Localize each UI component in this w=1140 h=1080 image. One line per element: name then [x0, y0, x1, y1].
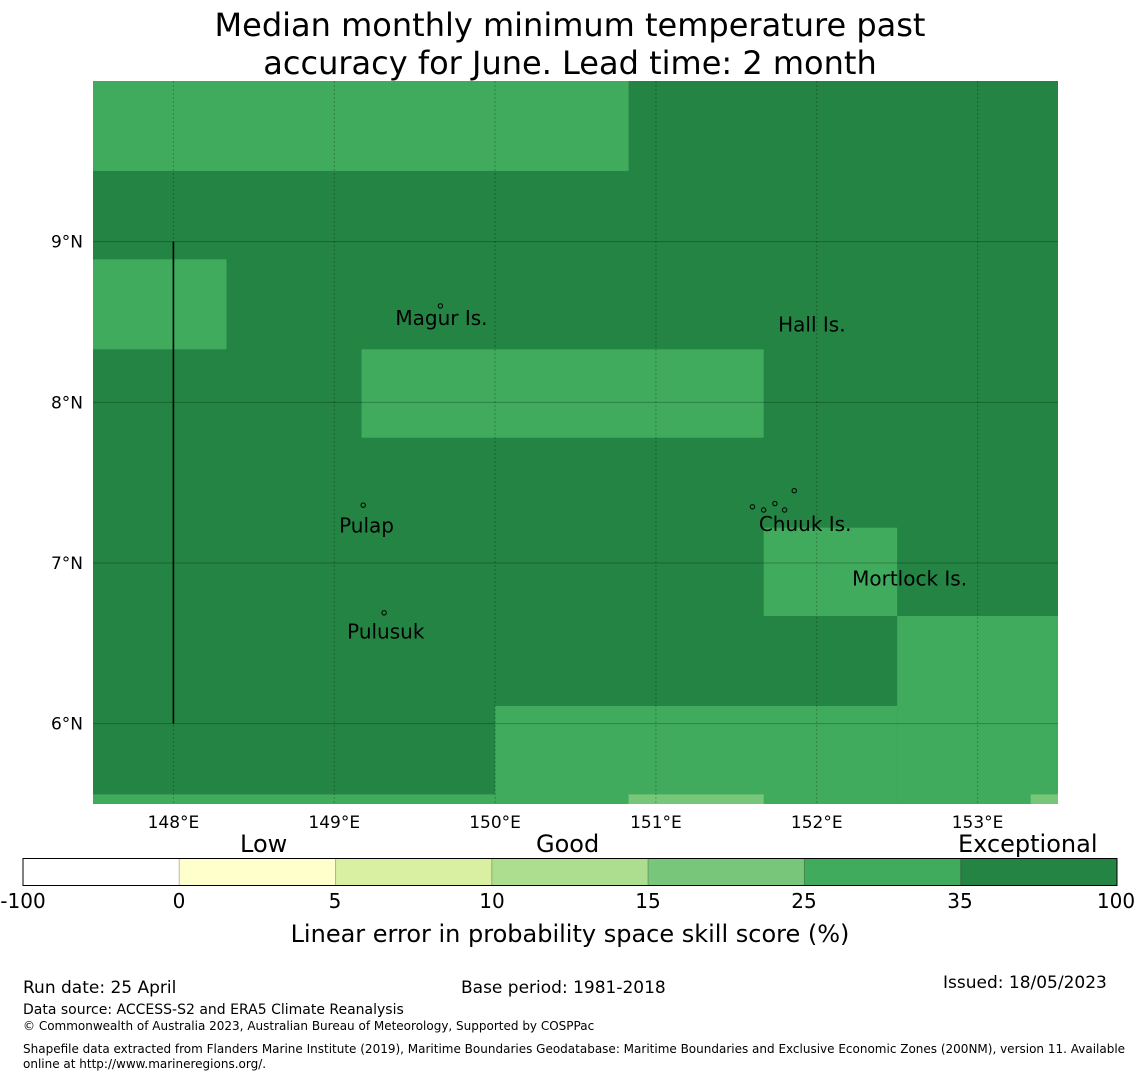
place-label: Pulap — [339, 513, 394, 537]
colorbar-axis-label: Linear error in probability space skill … — [290, 920, 850, 948]
longitude-tick-label: 153°E — [952, 813, 1004, 833]
island-outline — [437, 303, 444, 309]
map-title-line-2: accuracy for June. Lead time: 2 month — [263, 44, 877, 82]
latitude-tick-label: 6°N — [51, 715, 83, 735]
skill-cell — [763, 527, 898, 617]
skill-cell — [93, 81, 629, 171]
colorbar-tick-label: 35 — [947, 889, 973, 913]
island-outline — [749, 504, 756, 510]
colorbar-category-exceptional: Exceptional — [958, 830, 1098, 858]
colorbar-category-good: Good — [536, 830, 600, 858]
skill-cell — [1030, 794, 1058, 804]
skill-cell — [93, 259, 227, 350]
place-label: Chuuk Is. — [759, 512, 852, 536]
map-title-line-1: Median monthly minimum temperature past — [214, 6, 926, 44]
skill-cell — [495, 705, 898, 804]
issued-date: Issued: 18/05/2023 — [943, 973, 1107, 993]
colorbar-swatch — [335, 858, 493, 886]
base-period: Base period: 1981-2018 — [461, 978, 666, 998]
copyright: © Commonwealth of Australia 2023, Austra… — [23, 1019, 595, 1033]
colorbar-category-low: Low — [240, 830, 288, 858]
colorbar-swatch — [647, 858, 805, 886]
latitude-tick-label: 7°N — [51, 554, 83, 574]
skill-cell — [897, 616, 1058, 804]
colorbar-swatch — [22, 858, 180, 886]
colorbar-tick-label: 25 — [791, 889, 817, 913]
skill-cell — [93, 794, 496, 804]
run-date: Run date: 25 April — [23, 978, 177, 998]
skill-cell — [628, 794, 764, 804]
longitude-tick-label: 149°E — [308, 813, 360, 833]
colorbar-tick-label: 5 — [328, 889, 342, 913]
place-label: Pulusuk — [347, 620, 425, 644]
colorbar — [22, 858, 1118, 886]
island-outline — [360, 502, 366, 508]
shapefile-credit-line-1: Shapefile data extracted from Flanders M… — [23, 1042, 1126, 1056]
island-outline — [781, 507, 788, 513]
longitude-tick-label: 152°E — [791, 813, 843, 833]
longitude-tick-label: 148°E — [148, 813, 200, 833]
data-source: Data source: ACCESS-S2 and ERA5 Climate … — [23, 1002, 404, 1018]
colorbar-tick-label: 15 — [635, 889, 661, 913]
colorbar-swatch — [178, 858, 337, 886]
colorbar-outline — [22, 858, 1118, 886]
longitude-tick-label: 151°E — [630, 813, 682, 833]
colorbar-swatch — [803, 858, 962, 886]
skill-cell — [361, 349, 764, 438]
latitude-tick-label: 8°N — [51, 393, 83, 413]
island-outline — [760, 507, 767, 513]
colorbar-tick-label: -100 — [0, 889, 46, 913]
shapefile-credit-line-2: online at http://www.marineregions.org/. — [23, 1057, 267, 1071]
place-label: Hall Is. — [778, 313, 845, 337]
colorbar-tick-label: 10 — [479, 889, 505, 913]
colorbar-tick-label: 0 — [172, 889, 186, 913]
map-title: Median monthly minimum temperature past … — [0, 6, 1140, 82]
colorbar-tick-label: 100 — [1096, 889, 1136, 913]
latitude-tick-label: 9°N — [51, 233, 83, 253]
place-label: Mortlock Is. — [852, 566, 967, 590]
colorbar-swatch — [960, 858, 1118, 886]
colorbar-swatch — [491, 858, 649, 886]
longitude-tick-label: 150°E — [469, 813, 521, 833]
island-outline — [772, 500, 778, 507]
island-outline — [381, 610, 387, 616]
place-label: Magur Is. — [395, 306, 487, 330]
island-outline — [791, 488, 797, 494]
